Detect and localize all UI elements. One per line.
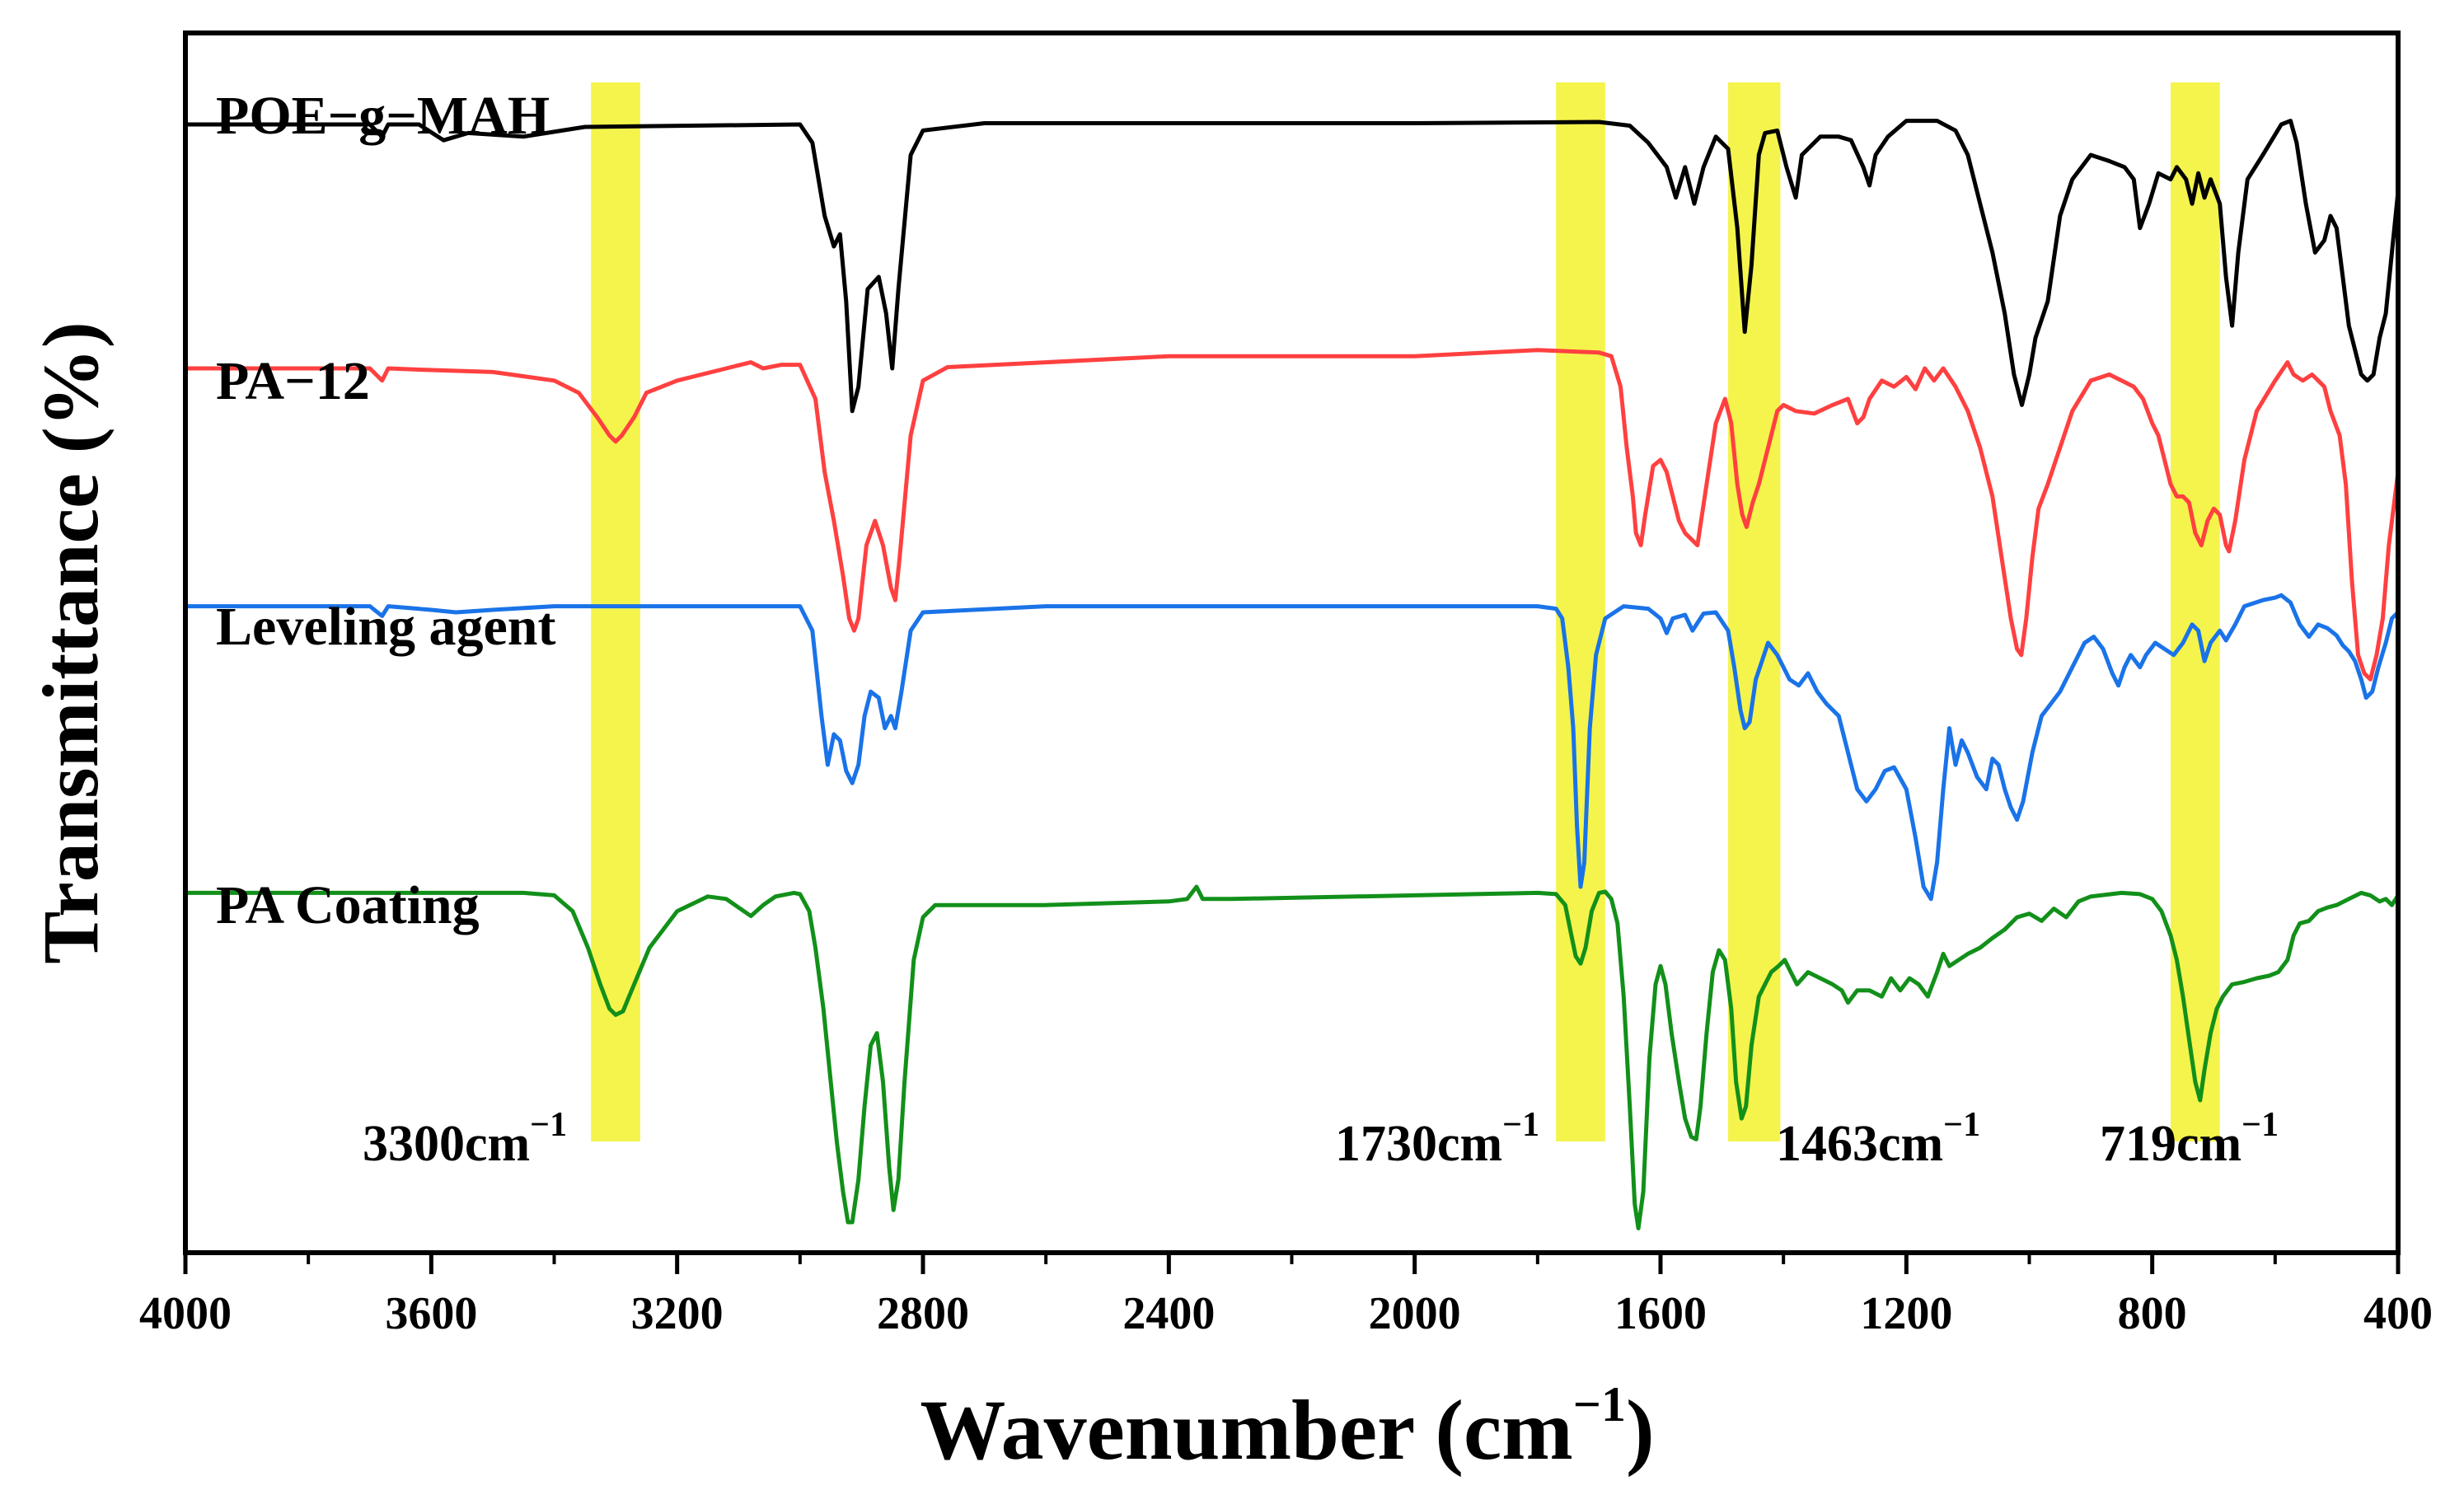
x-tick-label: 400: [2363, 1288, 2433, 1339]
x-tick-label: 2000: [1369, 1288, 1461, 1339]
band-label-band-1730: 1730cm−1: [1335, 1106, 1539, 1172]
x-axis-label-main: Wavenumber (cm: [920, 1383, 1572, 1478]
x-tick-label: 1600: [1614, 1288, 1707, 1339]
series-label-1: PA−12: [216, 351, 370, 411]
x-tick-label: 3600: [385, 1288, 477, 1339]
x-tick-label: 2400: [1122, 1288, 1215, 1339]
x-axis-label-sup: −1: [1573, 1377, 1626, 1432]
x-tick-label: 4000: [139, 1288, 232, 1339]
highlight-band-3300: [591, 82, 640, 1141]
x-tick-label: 800: [2118, 1288, 2187, 1339]
band-labels: 3300cm−1 1730cm−1 1463cm−1 719cm−1: [363, 1106, 2279, 1172]
band-label-band-719: 719cm−1: [2100, 1106, 2279, 1172]
series-line-0: [185, 119, 2401, 414]
x-axis-label-close: ): [1626, 1383, 1655, 1478]
x-tick-label: 2800: [877, 1288, 969, 1339]
series-line-3: [185, 884, 2401, 1230]
x-tick-label: 1200: [1860, 1288, 1952, 1339]
highlight-band-719: [2171, 82, 2220, 1141]
series-label-3: PA Coating: [216, 875, 480, 935]
series-label-0: POE−g−MAH: [216, 86, 550, 146]
y-axis-label: Transmittance (%): [26, 321, 115, 963]
x-axis-label: Wavenumber (cm−1): [920, 1377, 1654, 1478]
spectra-series: [185, 119, 2401, 1230]
band-label-band-1463: 1463cm−1: [1776, 1106, 1980, 1172]
series-line-1: [185, 348, 2401, 682]
series-label-2: Leveling agent: [216, 597, 555, 657]
x-axis-ticks: 4000 3600 3200 2800 2400 2000 1600 1200 800 400: [139, 1253, 2433, 1339]
highlight-band-1730: [1556, 82, 1605, 1141]
series-line-2: [185, 593, 2400, 902]
highlight-band-1463: [1728, 82, 1781, 1141]
x-tick-label: 3200: [631, 1288, 724, 1339]
band-label-band-3300: 3300cm−1: [363, 1106, 567, 1172]
series-labels: POE−g−MAH PA−12 Leveling agent PA Coating: [216, 86, 555, 935]
